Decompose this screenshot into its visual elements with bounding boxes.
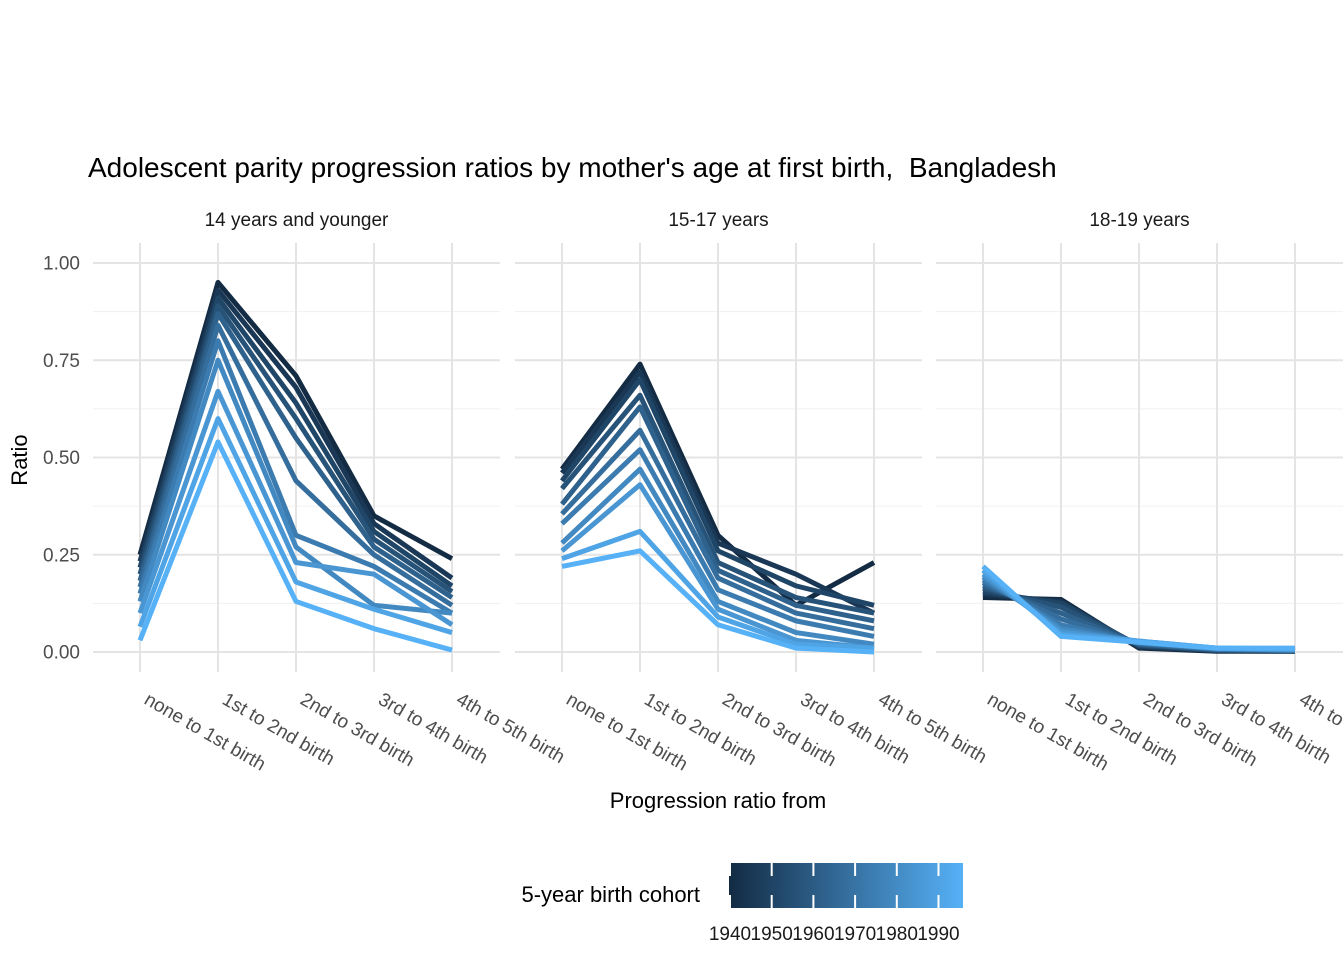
y-tick-label: 0.00 bbox=[43, 643, 80, 664]
y-tick-label: 0.50 bbox=[43, 448, 80, 469]
colorbar-tick-label: 1960 bbox=[792, 924, 834, 945]
series-line-facet2-cohort-1945 bbox=[560, 369, 876, 616]
y-tick-label: 0.75 bbox=[43, 351, 80, 372]
series-line-facet1-cohort-1975 bbox=[137, 357, 453, 616]
series-line-facet2-cohort-1950 bbox=[560, 377, 875, 608]
series-line-facet1-cohort-1965 bbox=[137, 322, 454, 608]
colorbar-gradient bbox=[729, 863, 963, 908]
series-line-facet2-cohort-1980 bbox=[560, 482, 875, 651]
series-line-facet1-cohort-1960 bbox=[137, 311, 454, 600]
series-line-facet3-cohort-1990 bbox=[981, 564, 1295, 651]
y-axis-title: Ratio bbox=[7, 434, 32, 486]
series-line-facet2-cohort-1955 bbox=[560, 392, 875, 616]
x-axis-title: Progression ratio from bbox=[609, 788, 827, 813]
series-line-facet1-cohort-1990 bbox=[137, 439, 453, 653]
facet-strip-label-14-and-younger: 14 years and younger bbox=[204, 210, 389, 231]
y-tick-label: 1.00 bbox=[43, 254, 80, 275]
series-line-facet2-cohort-1960 bbox=[560, 404, 875, 624]
series-line-facet1-cohort-1970 bbox=[137, 338, 454, 616]
series-line-facet2-cohort-1965 bbox=[560, 427, 875, 632]
colorbar-tick-label: 1990 bbox=[917, 924, 959, 945]
y-tick-label: 0.25 bbox=[43, 545, 80, 566]
facet-strip-label-15-17: 15-17 years bbox=[668, 210, 769, 231]
plot-title: Adolescent parity progression ratios by … bbox=[88, 152, 1057, 183]
colorbar-tick-label: 1980 bbox=[876, 924, 918, 945]
colorbar-tick-label: 1970 bbox=[834, 924, 876, 945]
colorbar-tick-label: 1950 bbox=[751, 924, 793, 945]
series-line-facet2-cohort-1990 bbox=[561, 548, 875, 655]
series-line-facet2-cohort-1985 bbox=[561, 528, 875, 651]
colorbar-tick-label: 1940 bbox=[709, 924, 751, 945]
legend-title: 5-year birth cohort bbox=[521, 882, 700, 907]
facet-strip-label-18-19: 18-19 years bbox=[1089, 210, 1190, 231]
series-line-facet1-cohort-1985 bbox=[137, 416, 453, 635]
series-line-facet2-cohort-1975 bbox=[560, 466, 875, 647]
series-line-facet2-cohort-1970 bbox=[560, 447, 875, 639]
series-line-facet1-cohort-1980 bbox=[137, 388, 454, 627]
